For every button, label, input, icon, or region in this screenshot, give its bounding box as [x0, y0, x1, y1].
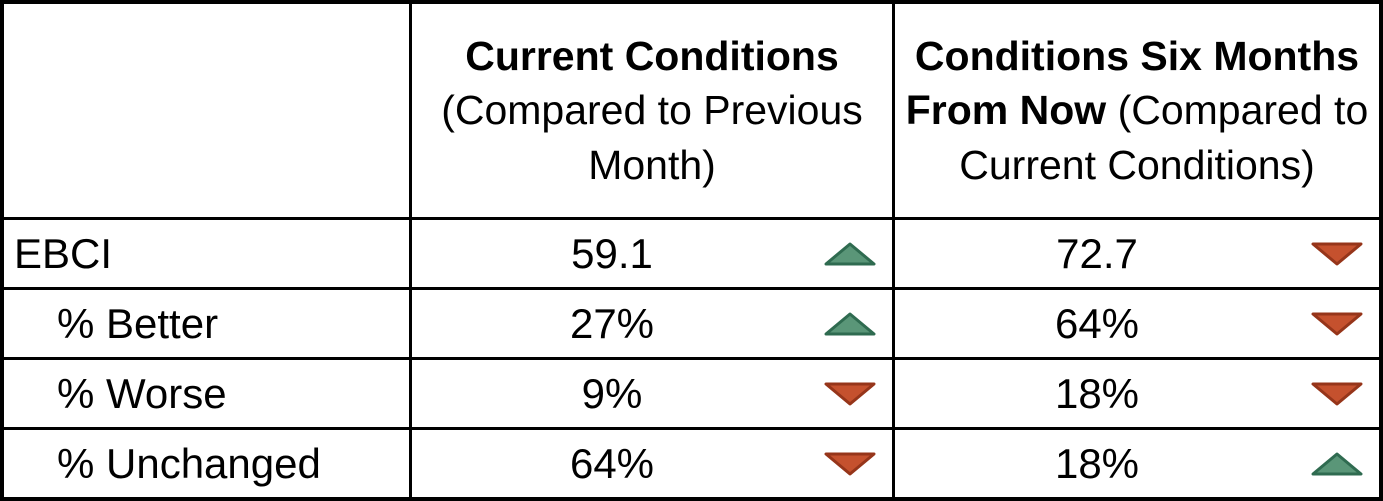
header-six-months-text: Conditions Six Months From Now (Compared… — [901, 29, 1373, 191]
header-six-months-subtitle: (Compared to Current Conditions) — [959, 87, 1369, 188]
better-six-months-cell: 64% — [895, 290, 1379, 357]
better-six-months-value: 64% — [1054, 299, 1140, 347]
worse-current-value: 9% — [581, 369, 643, 417]
worse-current-cell: 9% — [412, 360, 892, 427]
header-current-conditions-title: Current Conditions — [465, 33, 839, 80]
worse-six-months-value: 18% — [1054, 369, 1140, 417]
row-label-percent-unchanged: % Unchanged — [4, 430, 409, 497]
trend-up-icon — [824, 312, 876, 335]
worse-six-months-cell: 18% — [895, 360, 1379, 427]
header-six-months: Conditions Six Months From Now (Compared… — [895, 4, 1379, 217]
trend-down-icon — [1311, 312, 1363, 335]
trend-down-icon — [1311, 242, 1363, 265]
better-current-value: 27% — [569, 299, 655, 347]
row-label-ebci: EBCI — [4, 220, 409, 287]
unchanged-six-months-cell: 18% — [895, 430, 1379, 497]
better-current-cell: 27% — [412, 290, 892, 357]
trend-up-icon — [824, 242, 876, 265]
header-current-conditions-text: Current Conditions (Compared to Previous… — [418, 29, 886, 191]
header-current-conditions-subtitle: (Compared to Previous Month) — [441, 87, 863, 188]
unchanged-six-months-value: 18% — [1054, 439, 1140, 487]
header-empty-corner — [4, 4, 409, 217]
ebci-current-value: 59.1 — [571, 229, 653, 277]
ebci-six-months-cell: 72.7 — [895, 220, 1379, 287]
trend-down-icon — [824, 382, 876, 405]
row-label-percent-better: % Better — [4, 290, 409, 357]
ebci-six-months-value: 72.7 — [1056, 229, 1138, 277]
row-label-percent-worse: % Worse — [4, 360, 409, 427]
trend-up-icon — [1311, 452, 1363, 475]
trend-down-icon — [1311, 382, 1363, 405]
ebci-current-cell: 59.1 — [412, 220, 892, 287]
unchanged-current-value: 64% — [569, 439, 655, 487]
header-current-conditions: Current Conditions (Compared to Previous… — [412, 4, 892, 217]
header-six-months-title: Conditions Six Months From Now — [905, 33, 1360, 134]
unchanged-current-cell: 64% — [412, 430, 892, 497]
trend-down-icon — [824, 452, 876, 475]
